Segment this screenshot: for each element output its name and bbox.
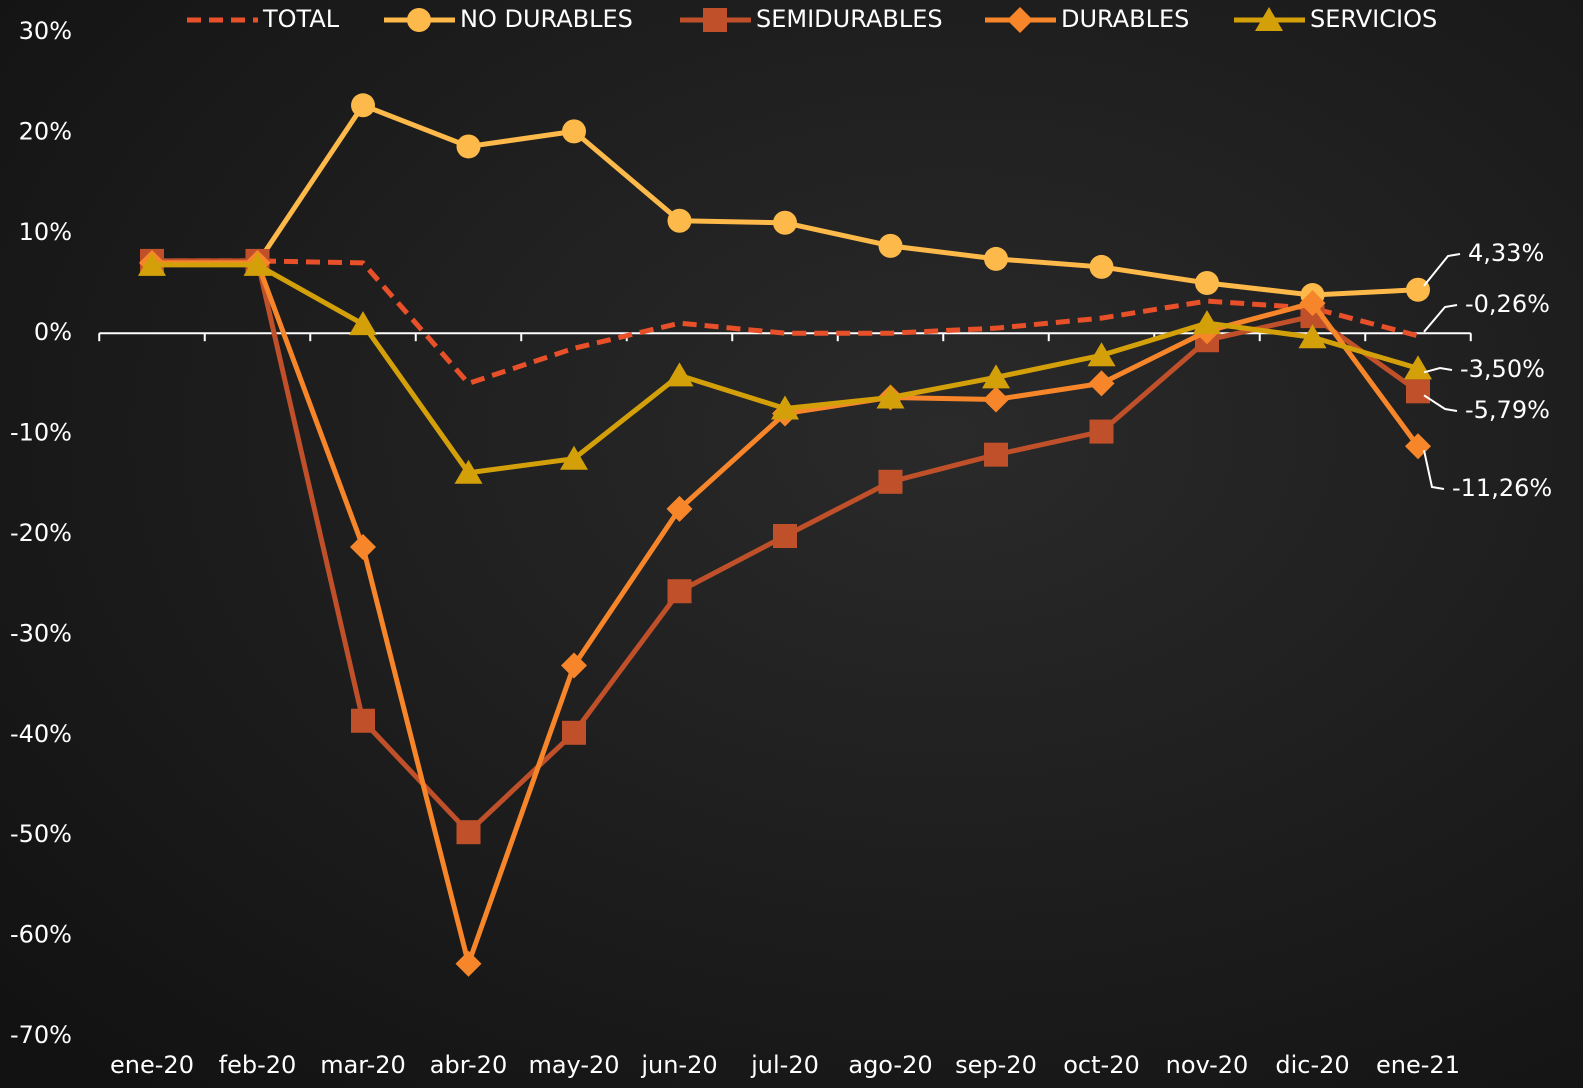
point (1406, 379, 1430, 403)
y-tick-label: -70% (10, 1021, 72, 1049)
x-tick-label: jul-20 (750, 1051, 819, 1079)
point (562, 119, 586, 143)
point (1090, 255, 1114, 279)
x-tick-label: oct-20 (1063, 1051, 1140, 1079)
legend-label: NO DURABLES (460, 5, 633, 33)
x-tick-label: ene-21 (1376, 1051, 1460, 1079)
x-tick-label: abr-20 (430, 1051, 507, 1079)
legend-label: DURABLES (1061, 5, 1189, 33)
data-label: -11,26% (1452, 474, 1552, 502)
point (457, 820, 481, 844)
legend-marker (703, 8, 727, 32)
data-label: -0,26% (1465, 290, 1550, 318)
point (879, 470, 903, 494)
legend-label: SERVICIOS (1310, 5, 1437, 33)
point (984, 443, 1008, 467)
legend-label: TOTAL (262, 5, 340, 33)
x-tick-label: ago-20 (848, 1051, 932, 1079)
point (668, 209, 692, 233)
y-tick-label: 10% (19, 218, 72, 246)
point (1195, 271, 1219, 295)
legend-marker (407, 8, 431, 32)
y-tick-label: -50% (10, 820, 72, 848)
x-tick-label: jun-20 (640, 1051, 717, 1079)
point (984, 247, 1008, 271)
point (351, 93, 375, 117)
legend-item: SEMIDURABLES (680, 5, 943, 33)
point (773, 524, 797, 548)
data-label: -5,79% (1465, 396, 1550, 424)
legend-label: SEMIDURABLES (756, 5, 943, 33)
y-tick-label: 20% (19, 117, 72, 145)
point (351, 709, 375, 733)
y-tick-label: -60% (10, 921, 72, 949)
x-tick-label: feb-20 (219, 1051, 297, 1079)
y-tick-label: -10% (10, 419, 72, 447)
y-tick-label: -40% (10, 720, 72, 748)
y-tick-label: 0% (34, 318, 72, 346)
point (668, 579, 692, 603)
point (773, 211, 797, 235)
point (879, 234, 903, 258)
data-label: -3,50% (1460, 355, 1545, 383)
point (562, 721, 586, 745)
y-tick-label: 30% (19, 17, 72, 45)
point (457, 134, 481, 158)
x-tick-label: may-20 (528, 1051, 619, 1079)
y-tick-label: -20% (10, 519, 72, 547)
x-tick-label: mar-20 (320, 1051, 406, 1079)
x-tick-label: ene-20 (110, 1051, 194, 1079)
y-tick-label: -30% (10, 619, 72, 647)
data-label: 4,33% (1468, 239, 1544, 267)
x-tick-label: sep-20 (955, 1051, 1037, 1079)
chart: -70% -60% -50% -40% -30% -20% -10% 0% 10% 20% 30% e… (0, 0, 1583, 1088)
point (1090, 420, 1114, 444)
x-tick-label: nov-20 (1166, 1051, 1249, 1079)
legend-item: NO DURABLES (384, 5, 633, 33)
x-tick-label: dic-20 (1275, 1051, 1349, 1079)
